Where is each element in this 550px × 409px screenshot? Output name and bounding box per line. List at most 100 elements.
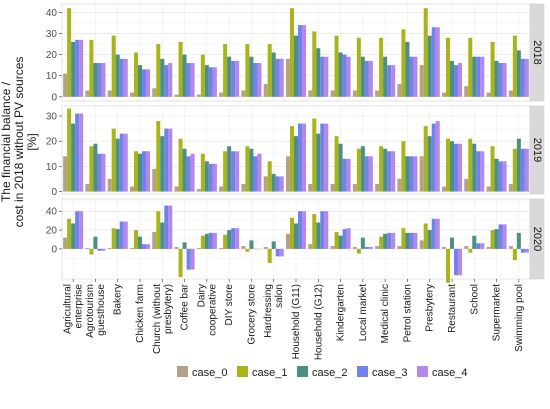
- bar-case_4: [480, 151, 485, 192]
- bar-case_3: [142, 151, 147, 192]
- bar-case_4: [279, 248, 284, 257]
- bar-case_1: [67, 8, 72, 97]
- bar-case_2: [271, 173, 276, 192]
- bar-case_2: [115, 138, 120, 192]
- bar-case_1: [356, 37, 361, 97]
- bar-case_3: [253, 63, 258, 97]
- bar-case_4: [168, 63, 173, 97]
- bar-case_4: [458, 63, 463, 97]
- bar-case_1: [133, 230, 138, 249]
- x-tick-label: Bakery: [113, 284, 124, 315]
- bar-case_2: [71, 41, 76, 97]
- bar-case_4: [279, 176, 284, 192]
- legend-label: case_0: [192, 367, 227, 379]
- y-tick-label: 10: [46, 71, 58, 82]
- bar-case_0: [464, 178, 469, 192]
- bar-case_2: [360, 146, 365, 192]
- bar-case_1: [401, 141, 406, 192]
- bar-case_2: [516, 50, 521, 97]
- legend-item-case_4: case_4: [417, 366, 467, 379]
- bar-case_1: [445, 248, 450, 283]
- bar-case_1: [111, 128, 116, 192]
- bar-case_1: [490, 230, 495, 249]
- bar-case_4: [413, 232, 418, 249]
- x-tick-label: Household (G11): [291, 284, 302, 359]
- bar-case_1: [423, 126, 428, 192]
- bar-case_3: [186, 248, 191, 270]
- bar-case_2: [494, 158, 499, 192]
- bar-case_1: [178, 138, 183, 192]
- bar-case_4: [302, 123, 307, 192]
- bar-case_0: [263, 84, 268, 97]
- bar-case_4: [502, 63, 507, 97]
- bar-case_3: [454, 143, 459, 192]
- bar-case_1: [245, 146, 250, 192]
- bar-case_1: [312, 118, 317, 192]
- bar-case_0: [241, 246, 246, 249]
- y-tick-label: 0: [51, 244, 57, 255]
- bar-case_1: [334, 231, 339, 249]
- bar-case_3: [119, 221, 124, 249]
- bar-case_3: [431, 123, 436, 192]
- bar-case_3: [364, 60, 369, 97]
- bar-case_1: [223, 151, 228, 192]
- bar-case_4: [435, 27, 440, 97]
- bar-case_3: [164, 128, 169, 192]
- x-tick-label: DIY store: [224, 284, 235, 326]
- bar-case_0: [85, 90, 90, 97]
- bar-case_4: [480, 56, 485, 97]
- bar-case_1: [178, 248, 183, 278]
- panel-2019: 0 10 20 30 2019: [46, 105, 545, 198]
- bar-case_1: [267, 161, 272, 192]
- bar-case_0: [107, 247, 112, 249]
- bar-case_3: [342, 54, 347, 97]
- bar-case_1: [490, 41, 495, 97]
- bar-case_0: [308, 90, 313, 97]
- x-tick-label: Chicken farm: [135, 284, 146, 343]
- bar-case_1: [156, 44, 161, 97]
- bar-case_4: [190, 248, 195, 270]
- bar-case_1: [178, 41, 183, 97]
- bar-case_2: [516, 138, 521, 192]
- bar-case_4: [391, 232, 396, 249]
- bar-case_1: [423, 8, 428, 97]
- bar-case_0: [486, 247, 491, 249]
- bar-case_4: [101, 153, 106, 192]
- bar-case_1: [468, 248, 473, 253]
- bar-case_4: [190, 153, 195, 192]
- x-tick-label: Hardressingsalon: [263, 284, 285, 338]
- bar-case_1: [133, 52, 138, 97]
- bar-case_1: [490, 146, 495, 192]
- bar-case_0: [308, 183, 313, 192]
- bar-case_0: [441, 92, 446, 97]
- bar-case_2: [383, 233, 388, 249]
- bar-case_0: [63, 73, 68, 97]
- bar-case_1: [379, 236, 384, 249]
- bar-case_3: [253, 156, 258, 192]
- bar-case_3: [164, 205, 169, 249]
- bar-case_3: [275, 248, 280, 257]
- bar-case_3: [431, 218, 436, 249]
- bar-case_4: [302, 211, 307, 249]
- bar-case_3: [142, 69, 147, 97]
- x-tick-label: Church (withoutpresbytery): [152, 284, 174, 354]
- y-tick-label: 40: [46, 207, 58, 218]
- bar-case_2: [137, 153, 143, 192]
- bar-case_1: [267, 44, 272, 97]
- bar-case_1: [223, 44, 228, 97]
- bar-case_2: [494, 229, 499, 249]
- bar-case_2: [182, 148, 187, 192]
- bar-case_1: [289, 217, 294, 249]
- bar-case_2: [227, 230, 232, 249]
- bar-case_4: [413, 56, 418, 97]
- bar-case_2: [449, 237, 455, 249]
- bar-case_2: [271, 241, 276, 249]
- bar-case_0: [63, 237, 68, 249]
- bar-case_3: [75, 113, 80, 192]
- bar-case_3: [231, 151, 236, 192]
- bar-case_3: [97, 63, 102, 97]
- bar-case_1: [334, 35, 339, 97]
- bar-case_2: [227, 56, 232, 97]
- bar-case_0: [219, 247, 224, 249]
- legend: case_0 case_1 case_2 case_3 case_4: [177, 366, 467, 379]
